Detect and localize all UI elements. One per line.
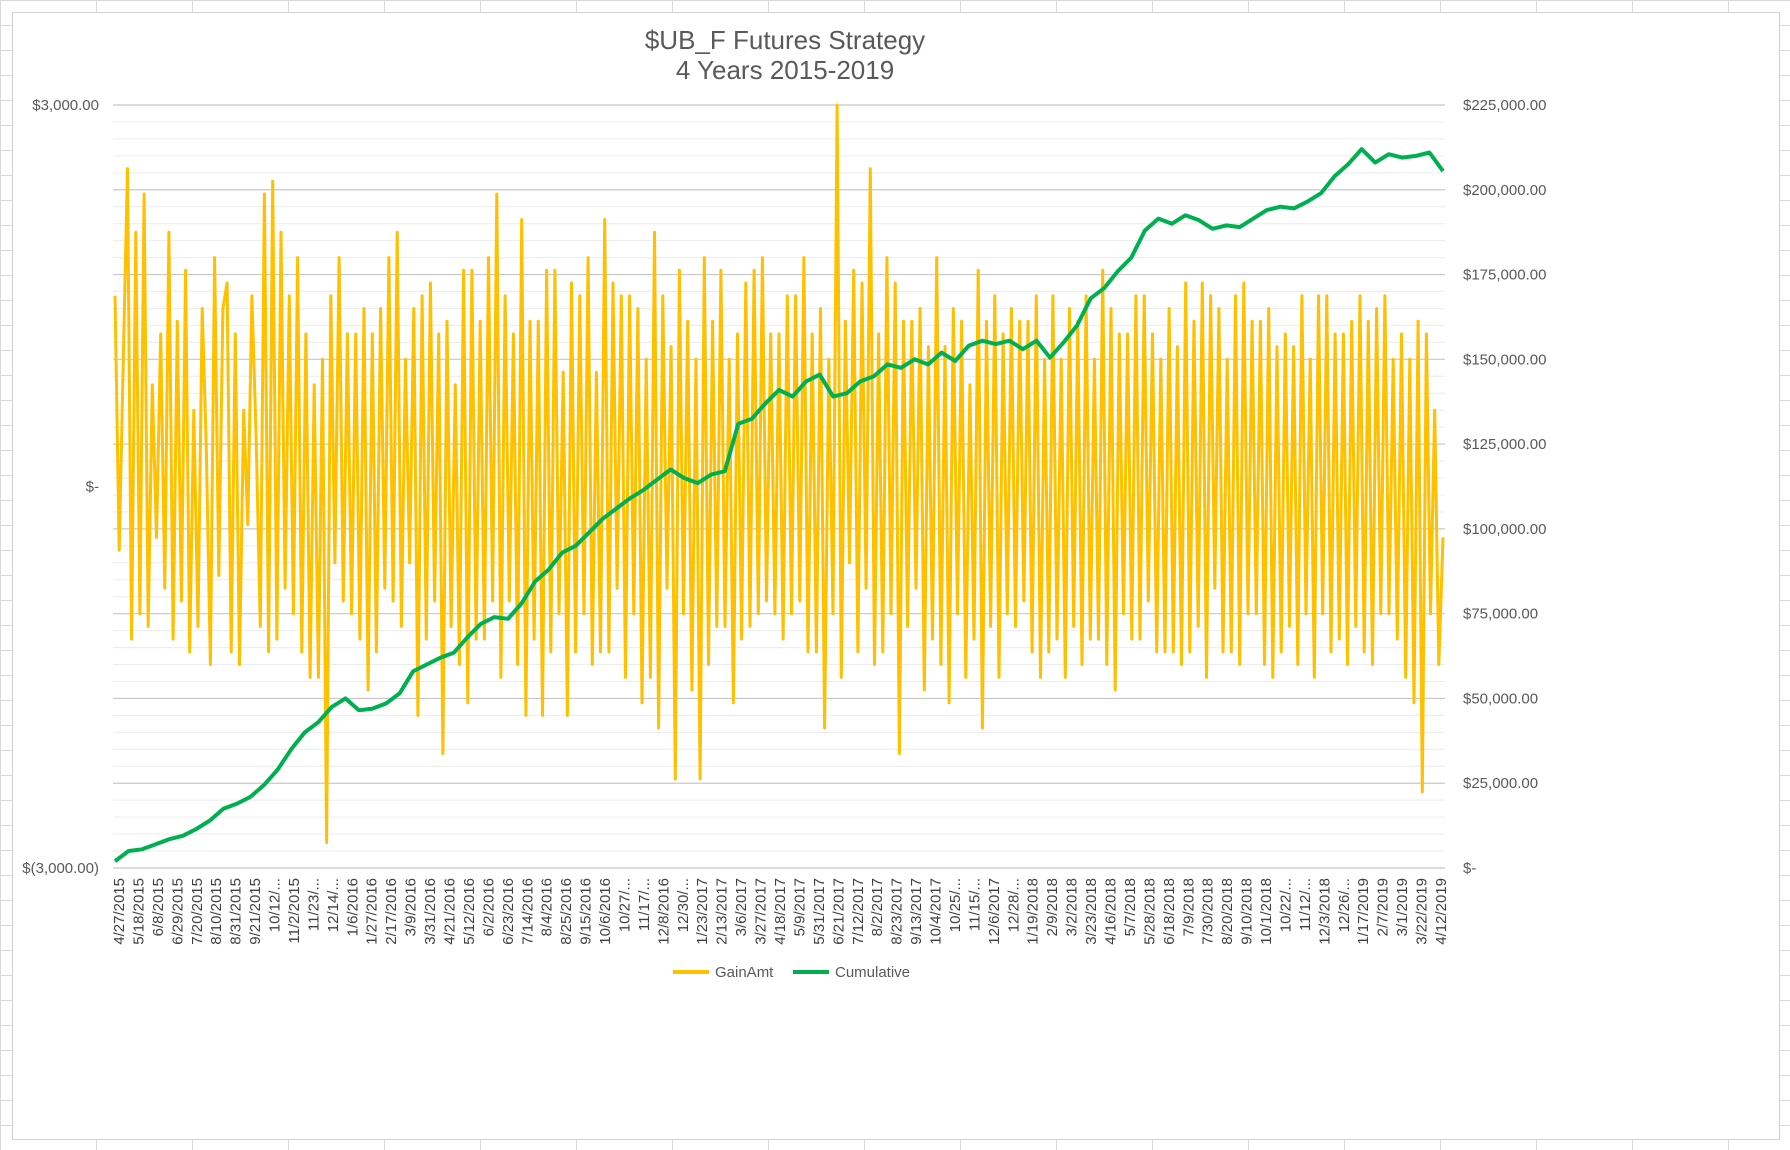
x-tick-label: 7/30/2018 (1200, 878, 1217, 945)
x-tick-label: 8/10/2015 (208, 878, 225, 945)
x-tick-label: 1/27/2016 (364, 878, 381, 945)
x-tick-label: 1/23/2017 (694, 878, 711, 945)
x-tick-label: 5/7/2018 (1122, 878, 1139, 936)
x-tick-label: 2/9/2018 (1044, 878, 1061, 936)
x-tick-label: 2/17/2016 (383, 878, 400, 945)
x-tick-label: 6/21/2017 (830, 878, 847, 945)
series-gainamt-line (113, 103, 1445, 845)
x-tick-label: 5/18/2015 (130, 878, 147, 945)
y-right-tick-label: $75,000.00 (1463, 606, 1538, 623)
series-cumulative-line (113, 147, 1445, 863)
x-tick-label: 7/20/2015 (189, 878, 206, 945)
x-tick-label: 3/23/2018 (1083, 878, 1100, 945)
y-right-tick-label: $175,000.00 (1463, 267, 1546, 284)
y-left-tick-label: $3,000.00 (32, 97, 99, 114)
x-tick-label: 2/13/2017 (714, 878, 731, 945)
x-tick-label: 10/1/2018 (1258, 878, 1275, 945)
x-tick-label: 11/12/... (1297, 878, 1314, 931)
plot-series (113, 103, 1445, 863)
x-tick-label: 11/23/... (305, 878, 322, 931)
chart-area[interactable]: $UB_F Futures Strategy 4 Years 2015-2019… (12, 12, 1780, 1140)
x-tick-label: 12/3/2018 (1316, 878, 1333, 945)
x-tick-label: 6/23/2016 (500, 878, 517, 945)
x-tick-label: 3/22/2019 (1414, 878, 1431, 945)
x-tick-label: 10/22/... (1277, 878, 1294, 932)
x-tick-label: 8/25/2016 (558, 878, 575, 945)
x-tick-label: 6/18/2018 (1161, 878, 1178, 945)
y-right-tick-label: $150,000.00 (1463, 351, 1546, 368)
x-tick-label: 12/6/2017 (986, 878, 1003, 945)
x-tick-label: 5/9/2017 (791, 878, 808, 936)
x-tick-label: 4/27/2015 (111, 878, 128, 945)
x-tick-label: 5/28/2018 (1141, 878, 1158, 945)
x-tick-label: 5/31/2017 (811, 878, 828, 945)
x-tick-label: 12/26/... (1336, 878, 1353, 932)
x-tick-label: 11/2/2015 (286, 878, 303, 944)
x-tick-label: 1/6/2016 (344, 878, 361, 936)
x-tick-label: 11/17/... (636, 878, 653, 931)
x-tick-label: 9/13/2017 (908, 878, 925, 945)
x-tick-label: 3/9/2016 (403, 878, 420, 936)
legend: GainAmt Cumulative (673, 964, 910, 981)
x-tick-label: 6/29/2015 (169, 878, 186, 945)
chart-subtitle: 4 Years 2015-2019 (676, 55, 894, 85)
x-tick-label: 3/31/2016 (422, 878, 439, 945)
x-tick-label: 6/8/2015 (150, 878, 167, 936)
x-tick-label: 1/17/2019 (1355, 878, 1372, 945)
x-tick-label: 12/8/2016 (655, 878, 672, 945)
x-tick-label: 3/6/2017 (733, 878, 750, 936)
x-tick-label: 12/14/... (325, 878, 342, 932)
y-right-tick-label: $100,000.00 (1463, 521, 1546, 538)
y-right-tick-label: $125,000.00 (1463, 436, 1546, 453)
x-tick-label: 10/4/2017 (928, 878, 945, 945)
y-left-tick-label: $- (86, 479, 99, 496)
y-left-tick-label: $(3,000.00) (22, 860, 99, 877)
x-tick-label: 11/15/... (966, 878, 983, 931)
x-tick-label: 7/9/2018 (1180, 878, 1197, 936)
x-tick-label: 3/27/2017 (753, 878, 770, 945)
x-tick-label: 4/18/2017 (772, 878, 789, 945)
x-tick-label: 9/15/2016 (578, 878, 595, 945)
x-tick-label: 10/25/... (947, 878, 964, 932)
x-tick-label: 8/31/2015 (228, 878, 245, 945)
x-tick-label: 3/2/2018 (1064, 878, 1081, 936)
x-tick-label: 1/19/2018 (1025, 878, 1042, 945)
x-tick-label: 3/1/2019 (1394, 878, 1411, 936)
y-right-tick-label: $25,000.00 (1463, 775, 1538, 792)
x-tick-label: 12/30/... (675, 878, 692, 932)
x-tick-label: 8/2/2017 (869, 878, 886, 936)
x-tick-label: 7/14/2016 (519, 878, 536, 945)
x-tick-label: 10/12/... (267, 878, 284, 932)
x-tick-label: 8/4/2016 (539, 878, 556, 936)
x-tick-label: 12/28/... (1005, 878, 1022, 932)
legend-label: GainAmt (715, 964, 774, 981)
x-tick-label: 6/2/2016 (480, 878, 497, 936)
x-tick-label: 4/12/2019 (1433, 878, 1450, 945)
x-tick-label: 4/21/2016 (442, 878, 459, 945)
y-right-tick-label: $225,000.00 (1463, 97, 1546, 114)
x-tick-label: 10/6/2016 (597, 878, 614, 945)
x-tick-label: 8/20/2018 (1219, 878, 1236, 945)
y-right-tick-label: $200,000.00 (1463, 182, 1546, 199)
x-tick-label: 10/27/... (616, 878, 633, 932)
x-tick-label: 9/21/2015 (247, 878, 264, 945)
y-right-tick-label: $- (1463, 860, 1476, 877)
y-right-axis: $225,000.00 $200,000.00 $175,000.00 $150,00… (1463, 97, 1546, 877)
chart-svg: $UB_F Futures Strategy 4 Years 2015-2019… (22, 25, 1546, 981)
x-tick-label: 8/23/2017 (889, 878, 906, 945)
x-tick-label: 4/16/2018 (1103, 878, 1120, 945)
chart-title: $UB_F Futures Strategy (645, 25, 925, 55)
x-axis: 4/27/2015 5/18/2015 6/8/2015 6/29/2015 7/20/… (111, 878, 1450, 945)
y-left-axis: $3,000.00 $- $(3,000.00) (22, 97, 99, 877)
x-tick-label: 5/12/2016 (461, 878, 478, 945)
y-right-tick-label: $50,000.00 (1463, 690, 1538, 707)
x-tick-label: 9/10/2018 (1239, 878, 1256, 945)
x-tick-label: 2/7/2019 (1375, 878, 1392, 936)
legend-label: Cumulative (835, 964, 910, 981)
x-tick-label: 7/12/2017 (850, 878, 867, 945)
